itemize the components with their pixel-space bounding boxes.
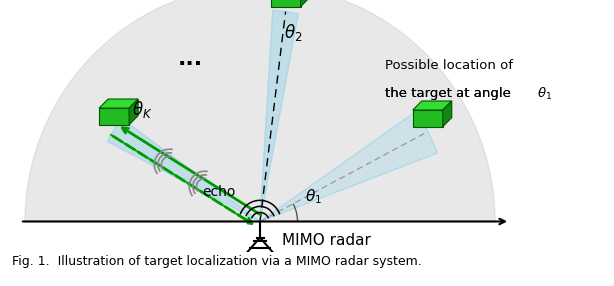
Text: $\theta_1$: $\theta_1$	[305, 188, 322, 206]
Polygon shape	[129, 99, 138, 125]
Text: the target at angle: the target at angle	[385, 87, 515, 100]
Text: $\theta_K$: $\theta_K$	[132, 99, 153, 120]
Polygon shape	[413, 101, 452, 110]
Text: Possible location of: Possible location of	[385, 59, 513, 72]
Polygon shape	[107, 118, 260, 221]
Text: $\theta_1$: $\theta_1$	[537, 86, 552, 102]
Text: ...: ...	[177, 49, 203, 69]
Polygon shape	[25, 0, 495, 221]
Text: Fig. 1.  Illustration of target localization via a MIMO radar system.: Fig. 1. Illustration of target localizat…	[12, 255, 422, 268]
Polygon shape	[413, 110, 443, 127]
Text: echo: echo	[203, 185, 236, 199]
Text: MIMO radar: MIMO radar	[282, 233, 371, 248]
Text: the target at angle: the target at angle	[385, 87, 515, 100]
Polygon shape	[301, 0, 309, 7]
Polygon shape	[99, 108, 129, 125]
Polygon shape	[443, 101, 452, 127]
Text: $\theta_2$: $\theta_2$	[284, 22, 302, 43]
Polygon shape	[260, 112, 437, 221]
Polygon shape	[260, 11, 298, 221]
Polygon shape	[271, 0, 301, 7]
Polygon shape	[99, 99, 138, 108]
